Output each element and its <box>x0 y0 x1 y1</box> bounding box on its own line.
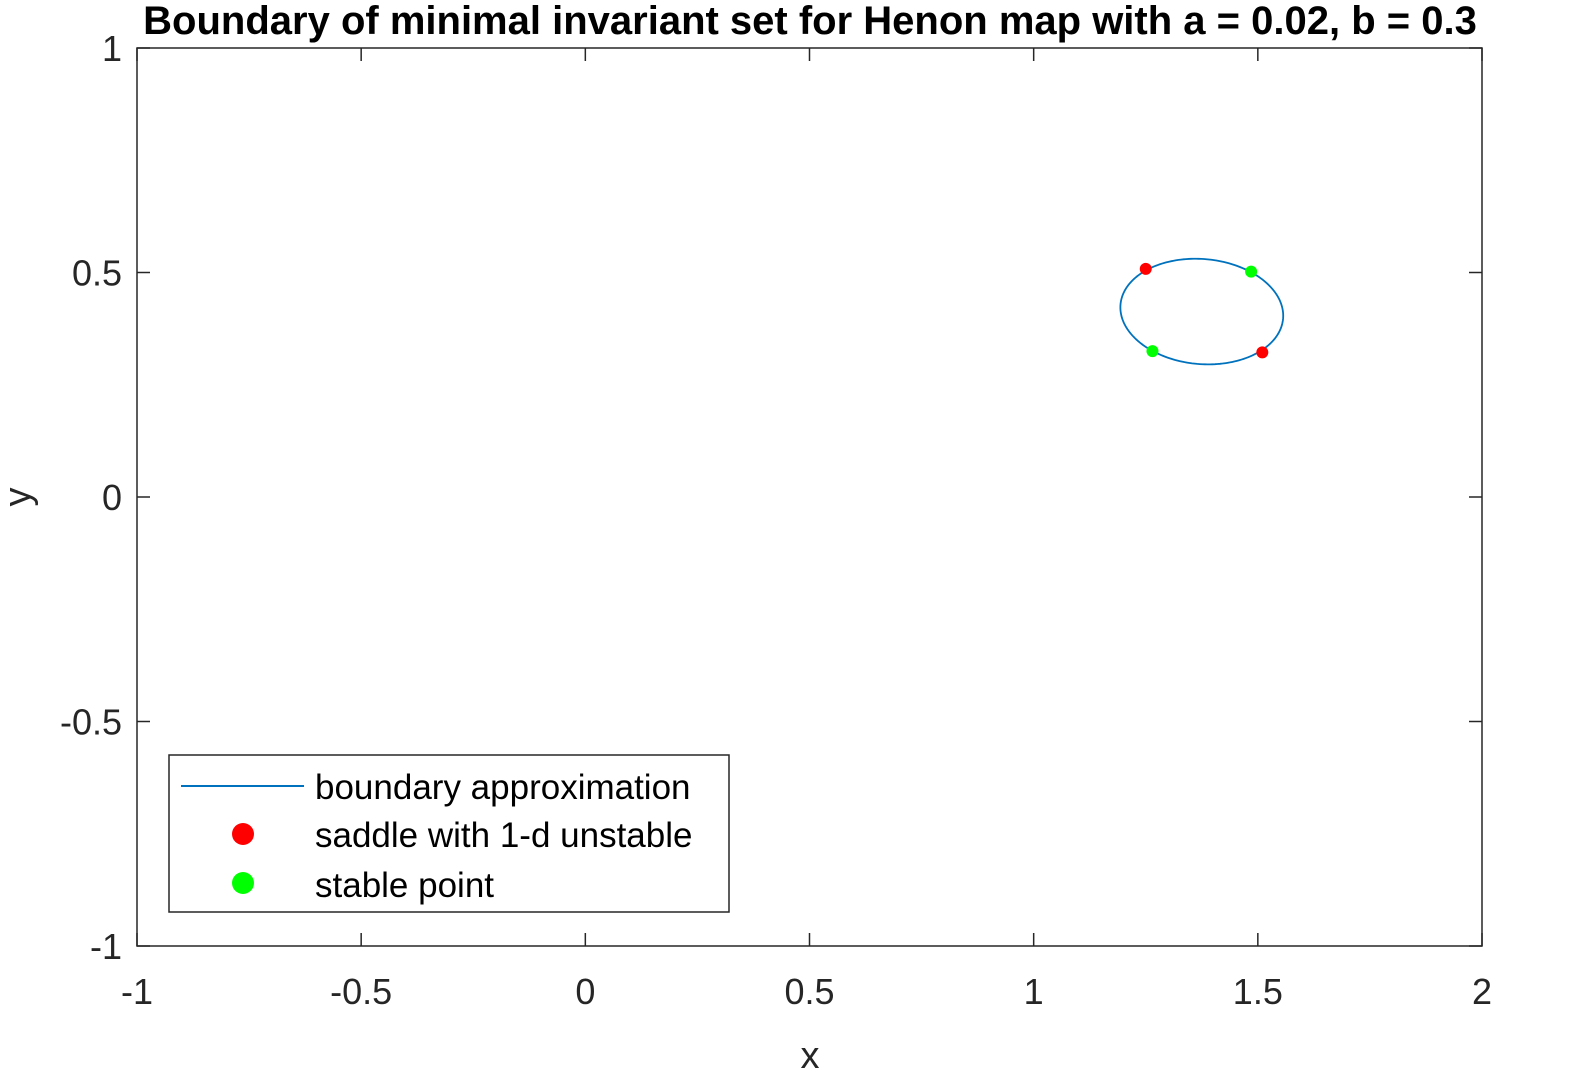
saddle-point <box>1256 346 1269 359</box>
y-tick-label: -0.5 <box>60 702 122 743</box>
y-tick-label: 0.5 <box>72 253 122 294</box>
y-tick-labels: -1 -0.5 0 0.5 1 <box>60 28 122 967</box>
x-tick-label: 0.5 <box>784 971 834 1012</box>
y-tick-label: 1 <box>102 28 122 69</box>
legend-box <box>168 754 730 913</box>
legend-label-boundary: boundary approximation <box>315 768 691 807</box>
x-tick-label: 2 <box>1472 971 1492 1012</box>
legend-marker-saddle <box>232 823 254 845</box>
chart-title: Boundary of minimal invariant set for He… <box>143 0 1477 43</box>
y-tick-label: -1 <box>90 926 122 967</box>
series-layer <box>1119 257 1285 366</box>
legend-label-stable: stable point <box>315 866 494 905</box>
y-axis-label: y <box>0 488 39 507</box>
x-tick-label: -1 <box>121 971 153 1012</box>
x-tick-label: 0 <box>575 971 595 1012</box>
x-tick-label: -0.5 <box>330 971 392 1012</box>
x-tick-label: 1.5 <box>1233 971 1283 1012</box>
legend-marker-stable <box>232 872 254 894</box>
legend-label-saddle: saddle with 1-d unstable <box>315 816 692 855</box>
x-tick-labels: -1 -0.5 0 0.5 1 1.5 2 <box>121 971 1492 1012</box>
legend: boundary approximation saddle with 1-d u… <box>168 754 730 913</box>
axis-ticks <box>136 47 1483 947</box>
stable-point <box>1146 345 1159 358</box>
y-tick-label: 0 <box>102 477 122 518</box>
stable-point <box>1245 265 1258 278</box>
saddle-point <box>1139 262 1152 275</box>
x-axis-label: x <box>801 1035 820 1075</box>
x-tick-label: 1 <box>1024 971 1044 1012</box>
